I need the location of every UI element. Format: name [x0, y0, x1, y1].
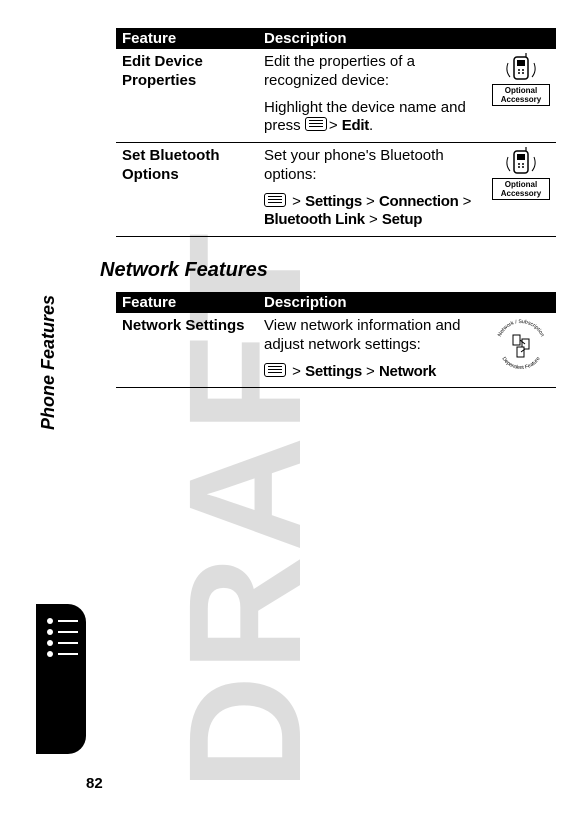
page-number: 82 — [86, 775, 103, 792]
badge-top: Optional — [505, 86, 537, 95]
badge-bottom: Accessory — [501, 189, 541, 198]
col-header-description: Description — [258, 292, 556, 313]
menu-path-item: Settings — [305, 363, 362, 380]
sep: > — [459, 193, 472, 210]
description-cell: Optional Accessory Set your phone's Blue… — [258, 143, 556, 237]
sep: > — [288, 193, 305, 210]
svg-text:Dependent Feature: Dependent Feature — [500, 356, 541, 371]
badge-bottom: Accessory — [501, 95, 541, 104]
network-dependent-badge: Network / Subscription Dependent Feature — [492, 317, 550, 379]
sep: > — [288, 363, 305, 380]
section-title: Network Features — [100, 259, 572, 282]
menu-key-icon — [305, 117, 327, 131]
col-header-feature: Feature — [116, 28, 258, 49]
period: . — [369, 117, 373, 134]
svg-text:Network / Subscription: Network / Subscription — [497, 319, 545, 338]
optional-accessory-badge: Optional Accessory — [492, 147, 550, 200]
optional-accessory-badge: Optional Accessory — [492, 53, 550, 106]
menu-path-item: Setup — [382, 211, 422, 228]
side-tab — [36, 604, 86, 754]
content-area: Feature Description Edit Device Properti… — [116, 28, 572, 388]
sep: > — [362, 193, 379, 210]
feature-cell: Set Bluetooth Options — [116, 143, 258, 237]
feature-cell: Network Settings — [116, 313, 258, 388]
menu-key-icon — [264, 193, 286, 207]
table-row: Edit Device Properties — [116, 49, 556, 143]
side-section-label: Phone Features — [38, 295, 59, 430]
menu-key-icon — [264, 363, 286, 377]
menu-path-item: Bluetooth Link — [264, 211, 365, 228]
page: DRAFT Feature Description Edit Device Pr… — [0, 0, 581, 816]
network-badge-icon: Network / Subscription Dependent Feature — [493, 317, 549, 373]
description-cell: Network / Subscription Dependent Feature — [258, 313, 556, 388]
table-row: Network Settings Network / Subscription — [116, 313, 556, 388]
sep: > — [365, 211, 382, 228]
feature-table-2: Feature Description Network Settings Net… — [116, 292, 556, 388]
feature-table-1: Feature Description Edit Device Properti… — [116, 28, 556, 237]
badge-top: Optional — [505, 180, 537, 189]
menu-path-item: Network — [379, 363, 436, 380]
badge-label: Optional Accessory — [492, 178, 550, 200]
table-header-row: Feature Description — [116, 28, 556, 49]
tab-dots-icon — [47, 618, 78, 662]
feature-cell: Edit Device Properties — [116, 49, 258, 143]
menu-path-item: Connection — [379, 193, 459, 210]
phone-icon — [504, 147, 538, 177]
badge-label: Optional Accessory — [492, 84, 550, 106]
menu-path-item: Edit — [342, 117, 369, 134]
col-header-feature: Feature — [116, 292, 258, 313]
col-header-description: Description — [258, 28, 556, 49]
sep: > — [329, 117, 342, 134]
sep: > — [362, 363, 379, 380]
menu-path-item: Settings — [305, 193, 362, 210]
table-header-row: Feature Description — [116, 292, 556, 313]
table-row: Set Bluetooth Options — [116, 143, 556, 237]
phone-icon — [504, 53, 538, 83]
description-cell: Optional Accessory Edit the properties o… — [258, 49, 556, 143]
